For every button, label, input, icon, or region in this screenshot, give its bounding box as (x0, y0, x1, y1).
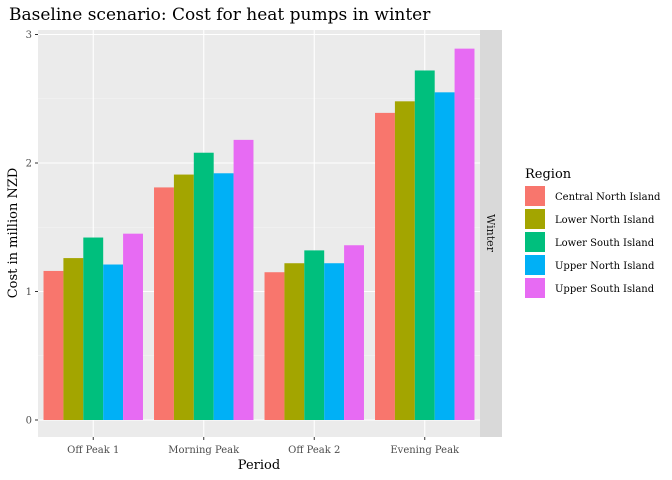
bar (173, 174, 194, 420)
bar (324, 263, 345, 420)
x-axis-ticks: Off Peak 1 Morning Peak Off Peak 2 Evening … (67, 437, 460, 456)
y-tick-label: 0 (26, 416, 32, 427)
x-tick-label: Off Peak 1 (67, 445, 119, 456)
y-tick-label: 1 (26, 287, 32, 298)
facet-label: Winter (484, 214, 497, 253)
legend: Central North Island Lower North Island Lo… (525, 186, 661, 298)
bar (394, 101, 415, 420)
bar (304, 250, 325, 420)
bar (414, 70, 435, 420)
legend-swatch (525, 278, 545, 298)
bar (264, 272, 285, 420)
bar (123, 233, 143, 420)
bar (83, 237, 104, 420)
legend-swatch (525, 255, 545, 275)
bar (213, 173, 234, 420)
bar (375, 112, 395, 420)
bar (43, 270, 64, 420)
y-tick-label: 2 (26, 159, 32, 170)
bar (454, 48, 475, 420)
bar (434, 92, 455, 420)
legend-label: Upper North Island (555, 261, 655, 272)
x-tick-label: Morning Peak (168, 445, 240, 456)
y-axis-ticks: 0 1 2 3 (26, 30, 38, 427)
legend-label: Central North Island (555, 192, 661, 203)
bar (103, 264, 124, 420)
bar (193, 152, 214, 420)
chart-title: Baseline scenario: Cost for heat pumps i… (9, 5, 431, 25)
bar (233, 139, 254, 420)
x-tick-label: Off Peak 2 (288, 445, 340, 456)
legend-swatch (525, 186, 545, 206)
legend-swatch (525, 209, 545, 229)
legend-title: Region (525, 167, 572, 182)
bar (63, 258, 84, 420)
y-tick-label: 3 (26, 30, 32, 41)
bars (43, 48, 475, 420)
legend-label: Upper South Island (555, 284, 655, 295)
x-axis-title: Period (238, 458, 280, 473)
bar (284, 263, 305, 420)
bar (344, 245, 364, 420)
facet-strip (480, 30, 502, 437)
legend-label: Lower South Island (555, 238, 655, 249)
legend-label: Lower North Island (555, 215, 655, 226)
x-tick-label: Evening Peak (390, 445, 460, 456)
bar (154, 187, 174, 420)
legend-swatch (525, 232, 545, 252)
y-axis-title: Cost in million NZD (6, 168, 21, 299)
